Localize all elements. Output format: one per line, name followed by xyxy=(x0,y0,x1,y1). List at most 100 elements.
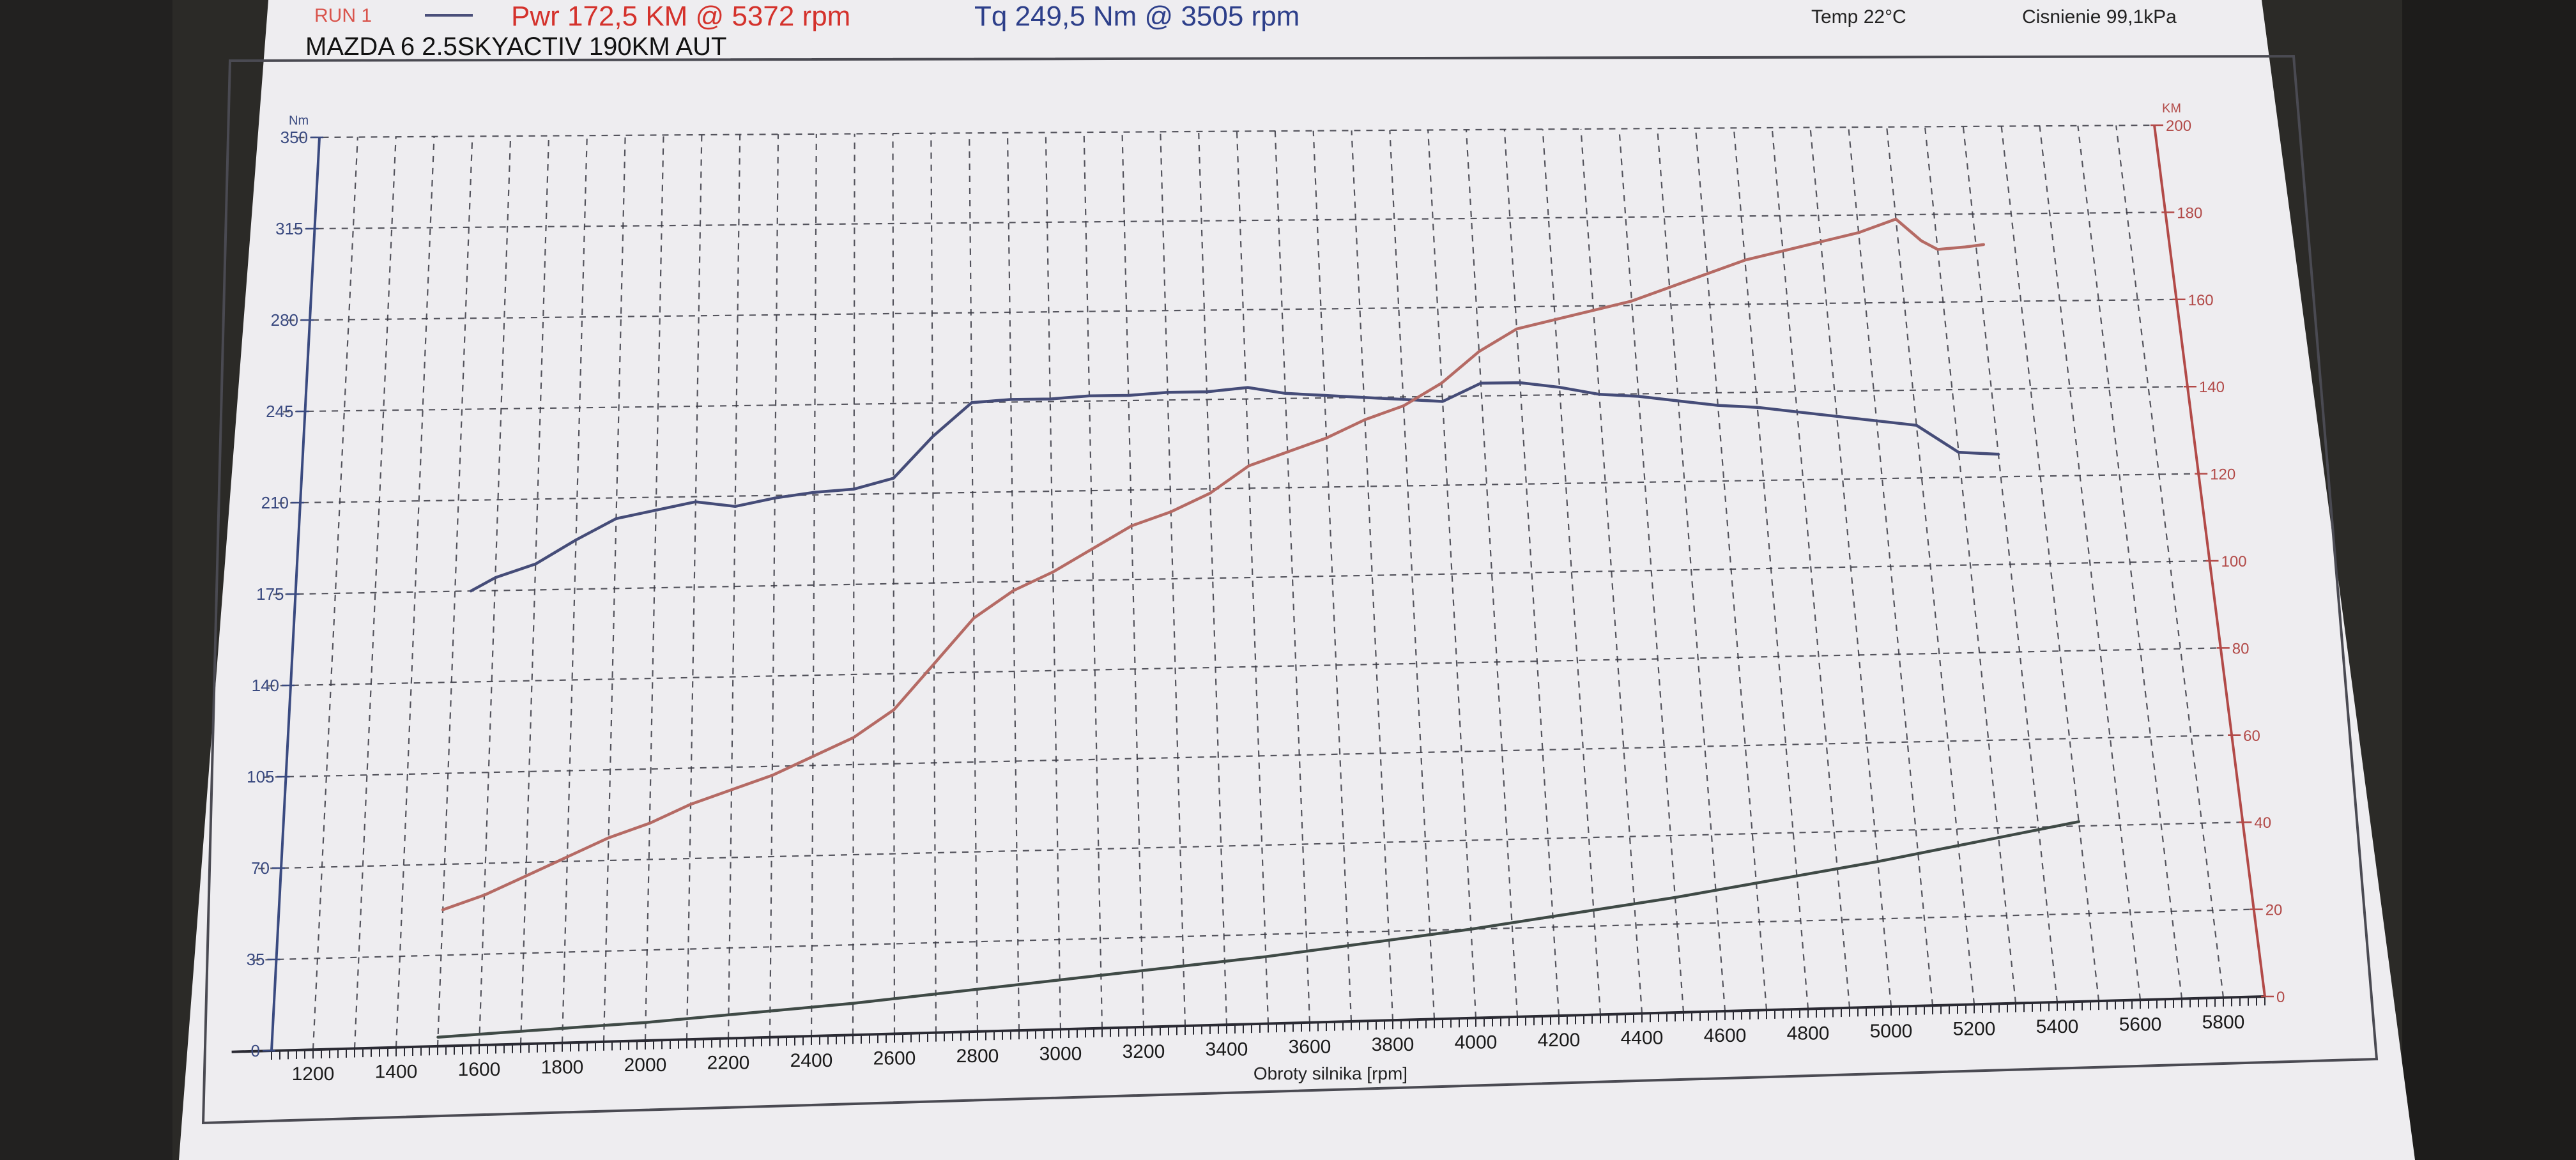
grid xyxy=(253,124,2254,1050)
gridline-vertical xyxy=(1542,129,1602,1015)
gridline-horizontal xyxy=(298,124,2155,139)
gridline-vertical xyxy=(1083,132,1103,1028)
x-tick-label: 4600 xyxy=(1704,1025,1747,1046)
gridline-horizontal xyxy=(263,734,2232,778)
x-tick-label: 1600 xyxy=(458,1059,501,1080)
gridline-vertical xyxy=(1657,128,1726,1012)
gridline-horizontal xyxy=(293,211,2166,230)
gridline-vertical xyxy=(1503,129,1560,1016)
gridline-vertical xyxy=(436,136,473,1046)
x-tick-label: 2000 xyxy=(624,1055,667,1076)
left-tick-label: 35 xyxy=(247,950,265,969)
left-tick-label: 175 xyxy=(256,584,284,604)
gridline-vertical xyxy=(1236,131,1269,1024)
gridline-vertical xyxy=(2077,125,2183,999)
right-tick-label: 0 xyxy=(2276,989,2285,1006)
gridline-vertical xyxy=(2039,126,2142,1000)
x-axis-label: Obroty silnika [rpm] xyxy=(1254,1064,1407,1083)
left-tick-label: 0 xyxy=(251,1041,260,1060)
gridline-vertical xyxy=(1618,128,1685,1012)
right-tick-label: 160 xyxy=(2188,292,2214,309)
x-tick-label: 3200 xyxy=(1123,1041,1165,1062)
gridline-vertical xyxy=(1312,130,1353,1022)
right-shadow xyxy=(2402,0,2576,1160)
left-tick-label: 70 xyxy=(251,859,270,878)
x-tick-label: 5000 xyxy=(1870,1021,1913,1042)
left-tick-label: 210 xyxy=(261,493,289,512)
gridline-vertical xyxy=(1809,127,1892,1007)
right-tick-label: 80 xyxy=(2232,640,2250,657)
right-tick-label: 40 xyxy=(2254,814,2271,832)
tick-labels: 1200 1400 1600 1800 2000 2200 2400 2600 2800 3000… xyxy=(247,118,2285,1085)
gridline-horizontal xyxy=(253,908,2254,961)
left-tick-label: 140 xyxy=(252,676,279,695)
gridline-vertical xyxy=(1274,131,1311,1023)
x-tick-label: 3000 xyxy=(1039,1043,1082,1064)
series xyxy=(436,217,2081,1039)
x-tick-label: 2400 xyxy=(790,1050,833,1071)
x-tick-label: 3600 xyxy=(1289,1037,1331,1058)
right-tick-label: 180 xyxy=(2177,204,2202,222)
x-tick-label: 5200 xyxy=(1953,1018,1996,1039)
gridline-horizontal xyxy=(278,473,2199,504)
gridline-vertical xyxy=(1006,132,1020,1031)
right-tick-label: 60 xyxy=(2243,728,2260,745)
x-tick-label: 3400 xyxy=(1206,1039,1248,1060)
gridline-vertical xyxy=(1771,127,1851,1008)
gridline-vertical xyxy=(1389,130,1436,1019)
gridline-vertical xyxy=(1886,126,1975,1005)
gridline-horizontal xyxy=(283,386,2188,413)
x-tick-label: 1800 xyxy=(541,1057,584,1078)
x-tick-label: 5800 xyxy=(2202,1012,2245,1033)
right-tick-label: 120 xyxy=(2210,466,2235,484)
right-axis-unit: KM xyxy=(2162,102,2181,116)
gridline-horizontal xyxy=(258,821,2243,869)
x-tick-label: 4200 xyxy=(1538,1030,1581,1051)
left-tick-label: 315 xyxy=(275,219,303,238)
gridline-vertical xyxy=(1924,126,2017,1004)
x-tick-label: 2200 xyxy=(707,1053,750,1074)
x-tick-label: 3800 xyxy=(1372,1034,1414,1055)
left-tick-label: 350 xyxy=(280,128,308,147)
gridline-vertical xyxy=(1045,132,1062,1030)
right-tick-label: 200 xyxy=(2166,118,2191,135)
run-label: RUN 1 xyxy=(314,5,372,26)
x-tick-label: 2600 xyxy=(873,1048,916,1069)
gridline-horizontal xyxy=(268,647,2221,687)
x-tick-label: 5600 xyxy=(2119,1014,2162,1035)
x-tick-label: 1400 xyxy=(375,1062,418,1083)
torque-summary: Tq 249,5 Nm @ 3505 rpm xyxy=(974,1,1300,32)
x-tick-label: 4800 xyxy=(1787,1023,1830,1044)
gridline-vertical xyxy=(810,134,817,1036)
gridline-vertical xyxy=(519,135,550,1044)
gridline-vertical xyxy=(1427,130,1477,1018)
gridline-vertical xyxy=(561,135,588,1043)
chart-title: MAZDA 6 2.5SKYACTIV 190KM AUT xyxy=(305,33,727,61)
gridline-vertical xyxy=(727,134,741,1039)
chart-frame xyxy=(201,54,2379,1125)
x-tick-label: 1200 xyxy=(292,1064,335,1085)
x-tick-label: 4400 xyxy=(1621,1028,1664,1049)
gridline-vertical xyxy=(686,135,703,1040)
gridline-vertical xyxy=(1160,132,1186,1026)
left-tick-label: 245 xyxy=(266,402,293,421)
temperature-readout: Temp 22°C xyxy=(1811,6,1906,27)
pressure-readout: Cisnienie 99,1kPa xyxy=(2022,6,2177,27)
left-axis-unit: Nm xyxy=(289,114,309,128)
gridline-vertical xyxy=(1351,130,1394,1021)
right-tick-label: 100 xyxy=(2221,553,2247,570)
gridline-vertical xyxy=(969,133,979,1032)
paper-sheet xyxy=(179,0,2415,1160)
x-tick-label: 5400 xyxy=(2036,1016,2079,1037)
axes xyxy=(231,125,2266,1060)
right-tick-label: 20 xyxy=(2266,902,2283,919)
gridline-vertical xyxy=(1198,131,1228,1025)
series-line-loss xyxy=(436,820,2081,1039)
power-summary: Pwr 172,5 KM @ 5372 rpm xyxy=(511,1,850,32)
left-tick-label: 280 xyxy=(271,310,298,330)
left-shadow xyxy=(0,0,172,1160)
right-tick-label: 140 xyxy=(2199,379,2225,396)
gridline-vertical xyxy=(1465,130,1519,1017)
x-tick-label: 2800 xyxy=(956,1046,999,1067)
